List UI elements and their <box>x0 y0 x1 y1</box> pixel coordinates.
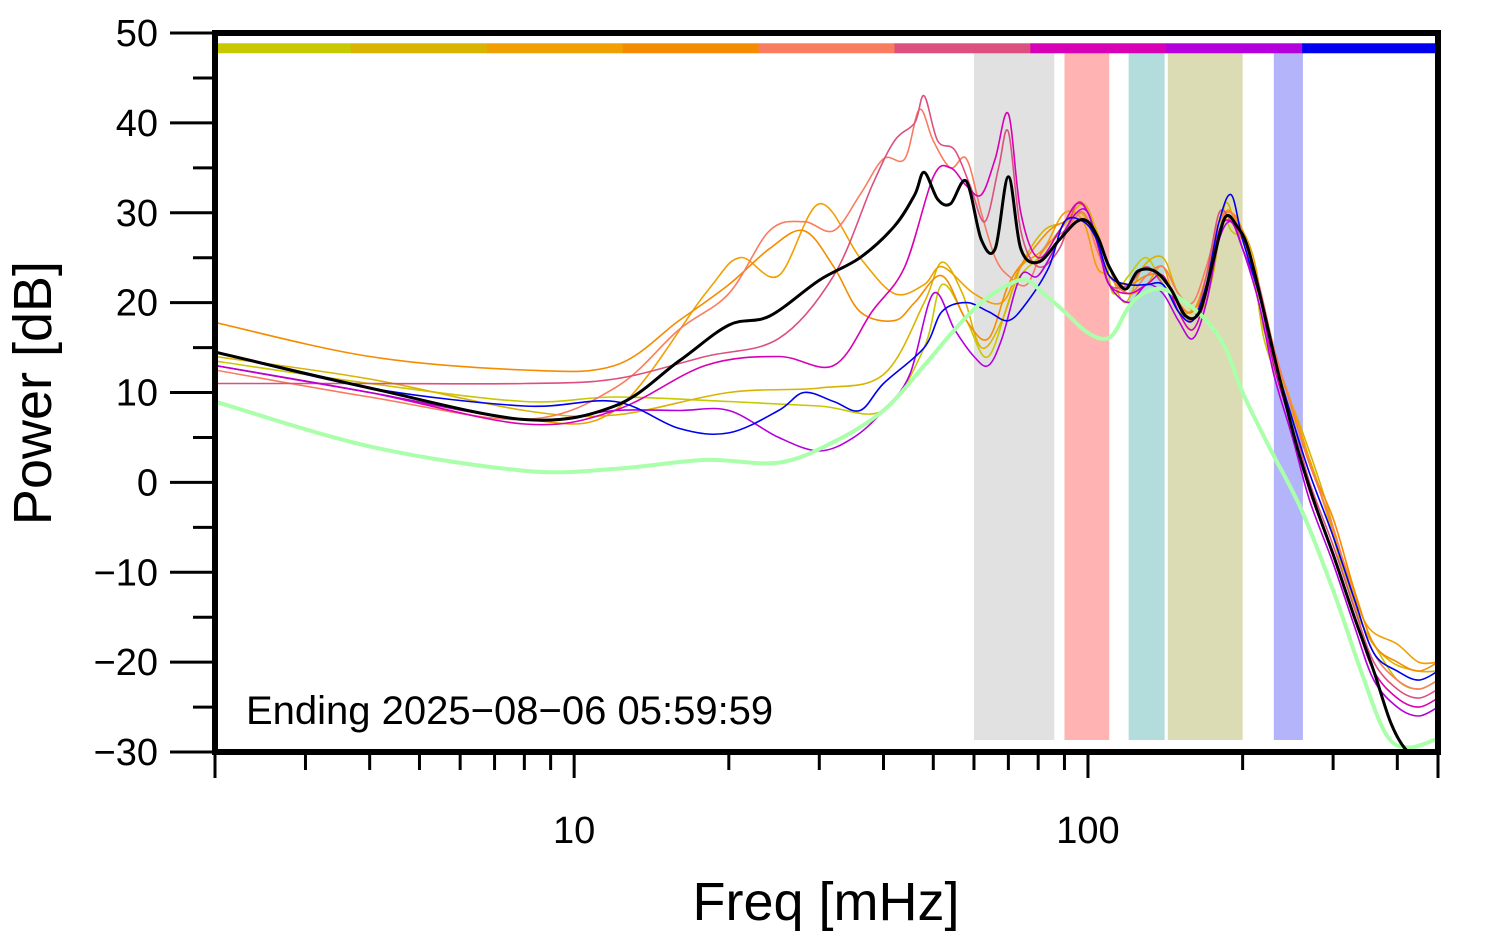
frequency-band <box>1167 52 1243 740</box>
y-tick-label: 0 <box>137 462 158 504</box>
series-line <box>215 202 1438 665</box>
frequency-band <box>1064 52 1110 740</box>
time-color-bar <box>215 43 1439 54</box>
y-tick-label: −20 <box>94 642 158 684</box>
series-line <box>215 95 1438 699</box>
series-line <box>215 170 1438 752</box>
y-tick-label: 10 <box>116 373 158 415</box>
y-axis-title: Power [dB] <box>3 261 63 525</box>
time-bar-segment <box>350 43 488 54</box>
series-line <box>215 277 1438 750</box>
series-line <box>215 193 1438 681</box>
x-axis: 10 100 <box>213 752 1440 852</box>
time-bar-segment <box>622 43 760 54</box>
series-line <box>215 208 1438 717</box>
y-tick-label: 20 <box>116 283 158 325</box>
frequency-band <box>1128 52 1165 740</box>
x-tick-label: 10 <box>553 810 595 852</box>
y-axis: −30 −20 −10 0 10 20 30 40 50 <box>94 13 215 774</box>
y-tick-label: 40 <box>116 103 158 145</box>
y-tick-label: −10 <box>94 552 158 594</box>
series-lines <box>215 95 1438 752</box>
x-axis-title: Freq [mHz] <box>692 872 959 932</box>
x-tick-label: 100 <box>1056 810 1119 852</box>
y-tick-label: −30 <box>94 732 158 774</box>
series-line <box>215 111 1438 708</box>
frequency-bands <box>973 52 1303 740</box>
chart-annotation: Ending 2025−08−06 05:59:59 <box>246 689 773 733</box>
time-bar-segment <box>1030 43 1167 54</box>
y-tick-label: 50 <box>116 13 158 55</box>
y-tick-label: 30 <box>116 193 158 235</box>
frequency-band <box>973 52 1055 740</box>
time-bar-segment <box>215 43 352 54</box>
time-bar-segment <box>1302 43 1439 54</box>
time-bar-segment <box>486 43 624 54</box>
time-bar-segment <box>758 43 895 54</box>
time-bar-segment <box>894 43 1031 54</box>
time-bar-segment <box>1166 43 1303 54</box>
